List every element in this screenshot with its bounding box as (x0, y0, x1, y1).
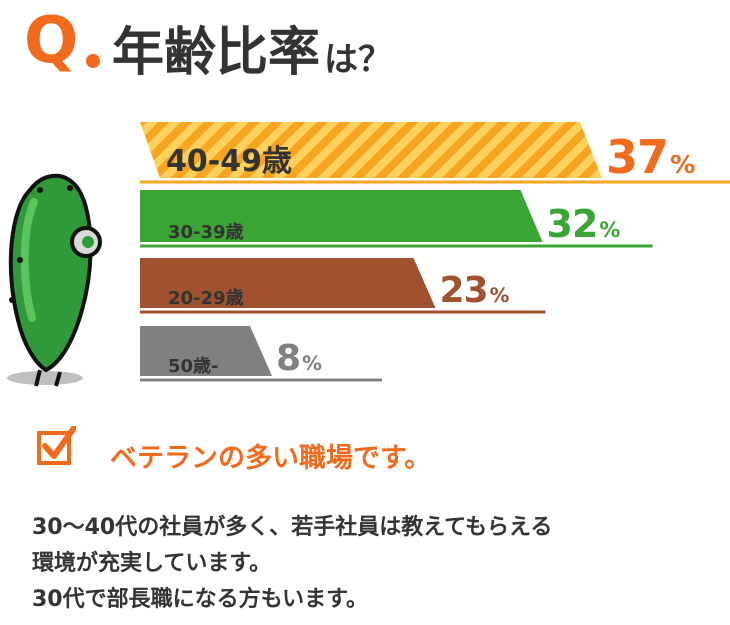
bar (140, 326, 382, 382)
bar-label: 20-29歳 (168, 288, 244, 309)
bar-label: 40-49歳 (166, 144, 292, 179)
verdict-text: ベテランの多い職場です。 (110, 443, 432, 474)
description-line: 30〜40代の社員が多く、若手社員は教えてもらえる (32, 515, 553, 540)
cucumber-mascot-icon (7, 174, 102, 387)
page-title-suffix: は？ (324, 40, 392, 80)
bar-shape (140, 258, 436, 308)
description: 30〜40代の社員が多く、若手社員は教えてもらえる 環境が充実しています。 30… (32, 510, 712, 618)
bar-value-label: 8% (276, 338, 322, 379)
q-dot (86, 54, 100, 68)
bar (140, 190, 653, 248)
bar-value-label: 32% (546, 202, 621, 246)
bar (140, 258, 546, 314)
bar-label: 30-39歳 (168, 222, 244, 243)
checkbox-icon (37, 426, 76, 465)
bar-shape (140, 326, 272, 376)
description-line: 環境が充実しています。 (32, 551, 272, 576)
bar-value-label: 37% (606, 130, 695, 184)
q-mark: Q (24, 4, 78, 78)
description-line: 30代で部長職になる方もいます。 (32, 587, 368, 612)
bar-label: 50歳- (168, 356, 219, 377)
bar-shape (140, 190, 543, 242)
bar-value-label: 23% (439, 270, 510, 311)
bar (140, 122, 730, 184)
page-title: 年齢比率 (112, 23, 321, 83)
bar-shape (140, 122, 602, 178)
